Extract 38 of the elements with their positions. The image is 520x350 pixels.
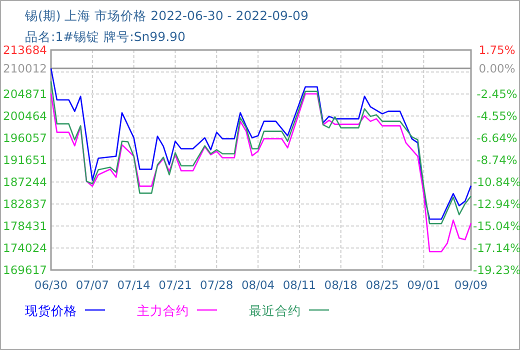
- y2-tick-label: -12.94%: [473, 197, 520, 212]
- y2-tick-label: 0.00%: [478, 61, 516, 76]
- y-tick-label: 178431: [3, 218, 47, 233]
- y-tick-label: 187244: [3, 175, 47, 189]
- y-tick-label: 169617: [3, 263, 47, 277]
- y2-tick-label: -19.23%: [473, 263, 520, 277]
- y2-tick-label: -2.45%: [476, 87, 518, 102]
- x-tick-label: 07/28: [200, 278, 234, 292]
- y2-tick-label: 1.75%: [478, 43, 516, 57]
- x-tick-label: 09/09: [454, 278, 488, 292]
- y-tick-label: 204871: [3, 87, 47, 101]
- x-tick-label: 06/30: [34, 278, 68, 292]
- y-tick-label: 196057: [3, 131, 47, 145]
- chart-title: 锡(期) 上海 市场价格 2022-06-30 - 2022-09-09: [24, 8, 308, 23]
- y-tick-label: 200464: [3, 109, 47, 123]
- x-tick-label: 08/18: [324, 278, 358, 292]
- x-tick-label: 08/11: [282, 278, 316, 292]
- x-tick-label: 09/01: [407, 278, 440, 292]
- ref-line-label: 210012: [3, 61, 47, 76]
- y2-tick-label: -6.64%: [476, 130, 518, 145]
- x-tick-label: 07/07: [76, 278, 109, 292]
- y2-tick-label: -17.14%: [473, 241, 520, 256]
- y2-tick-label: -4.55%: [476, 109, 518, 124]
- x-tick-label: 07/14: [117, 278, 150, 292]
- x-tick-label: 08/04: [241, 278, 275, 292]
- legend-label: 现货价格: [25, 303, 77, 318]
- y-tick-label: 174024: [3, 241, 47, 255]
- legend-label: 最近合约: [249, 303, 301, 318]
- legend-label: 主力合约: [137, 303, 189, 318]
- x-tick-label: 07/21: [158, 278, 192, 292]
- y2-tick-label: -8.74%: [476, 153, 518, 167]
- chart-subtitle: 品名:1#锡锭 牌号:Sn99.90: [25, 29, 186, 44]
- y-tick-label: 213684: [3, 43, 47, 57]
- y2-tick-label: -15.04%: [473, 219, 520, 234]
- y-tick-label: 191651: [3, 152, 47, 167]
- x-tick-label: 08/25: [366, 278, 399, 292]
- y2-tick-label: -10.84%: [473, 175, 520, 190]
- y-tick-label: 182837: [3, 197, 47, 211]
